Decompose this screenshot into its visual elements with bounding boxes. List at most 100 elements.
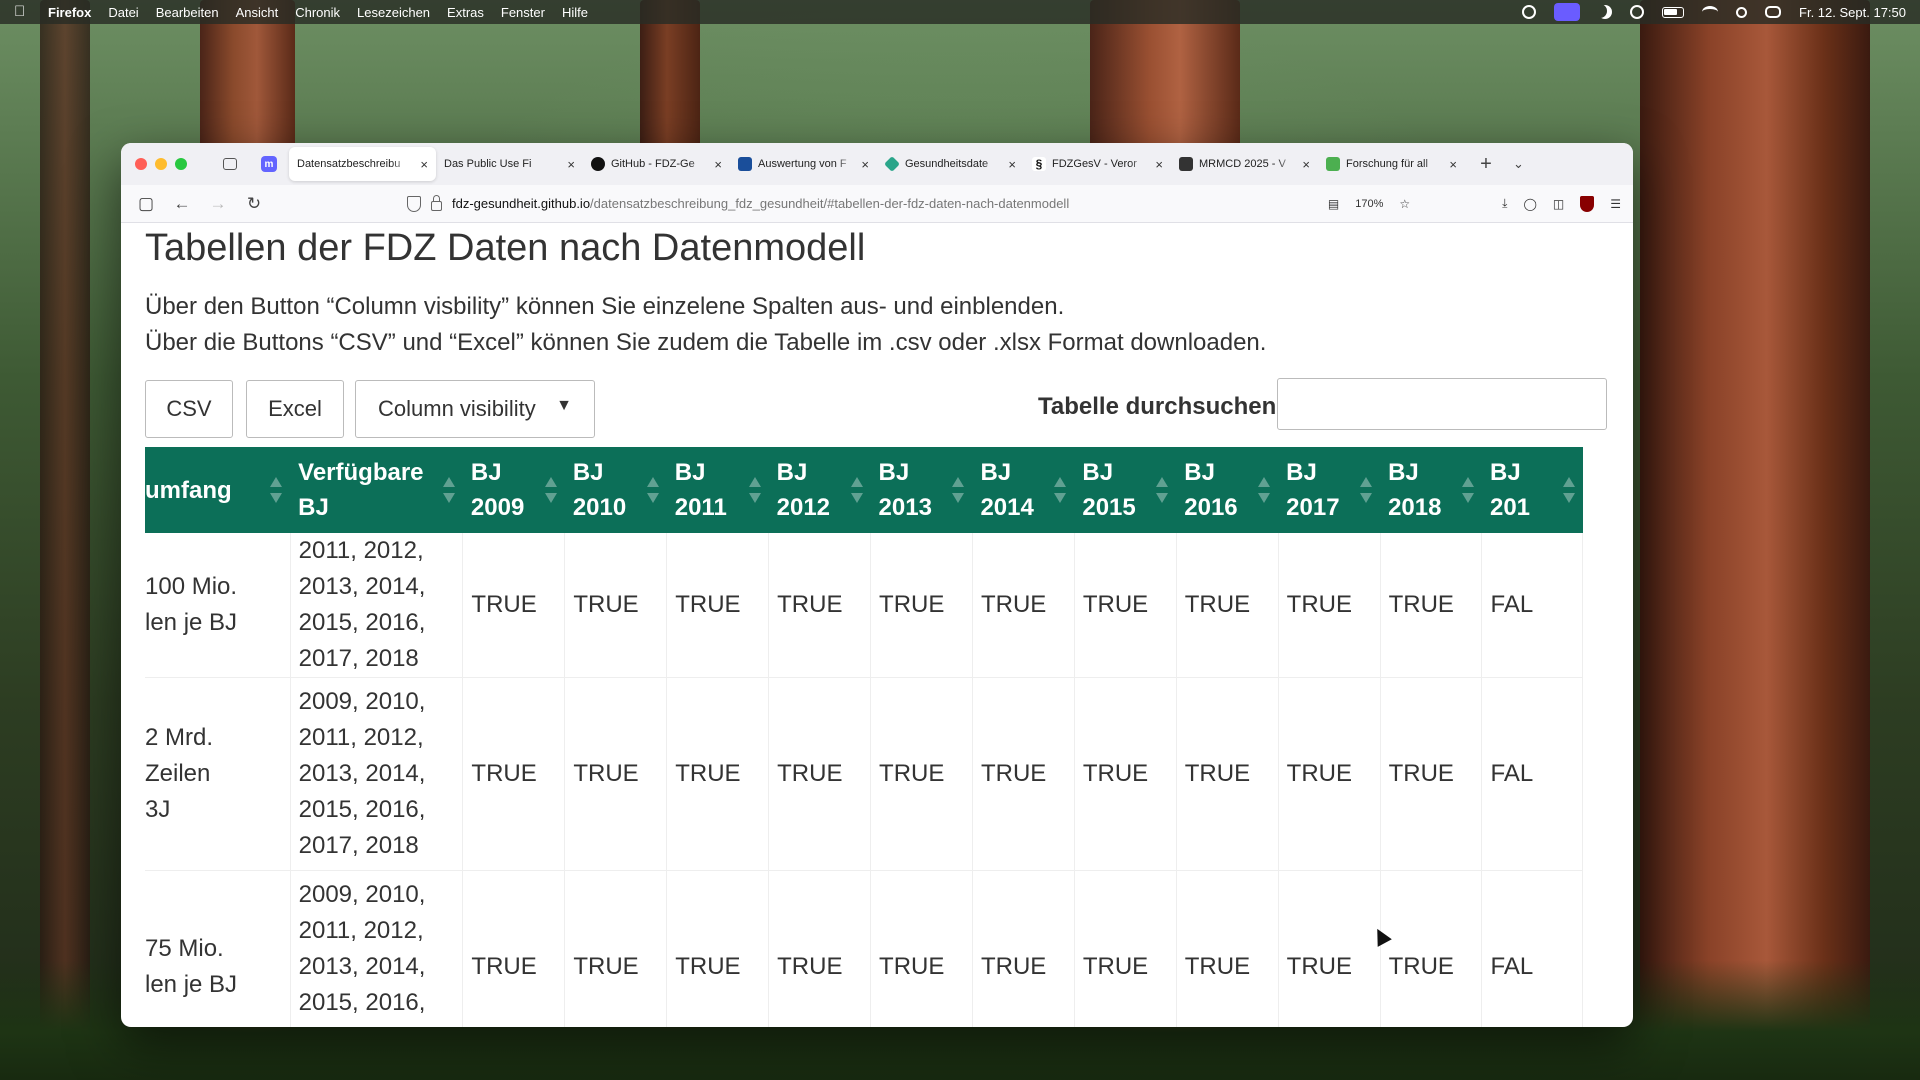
control-center-icon[interactable] <box>1765 6 1782 18</box>
sort-arrows-icon[interactable] <box>1156 477 1169 503</box>
sort-arrows-icon[interactable] <box>748 477 761 503</box>
downloads-icon[interactable]: ⤓ <box>1502 196 1508 210</box>
account-icon[interactable]: ◯ <box>1523 196 1537 211</box>
cell-year-flag: TRUE <box>768 533 872 678</box>
reader-view-icon[interactable]: ▤ <box>1327 196 1340 211</box>
tab-close-icon[interactable]: × <box>714 156 722 172</box>
column-header[interactable]: BJ 2013 <box>870 447 973 533</box>
ublock-origin-icon[interactable] <box>1580 195 1595 212</box>
menu-item-ansicht[interactable]: Ansicht <box>235 4 279 20</box>
sort-arrows-icon[interactable] <box>850 477 863 503</box>
apple-icon[interactable]:  <box>14 4 28 20</box>
minimize-window-button[interactable] <box>155 158 167 170</box>
battery-icon[interactable] <box>1662 6 1685 18</box>
tab-fdzgesv[interactable]: § FDZGesV - Veror × <box>1024 147 1171 181</box>
sort-arrows-icon[interactable] <box>952 477 965 503</box>
tab-datensatzbeschreibung[interactable]: Datensatzbeschreibu × <box>289 147 436 181</box>
back-button[interactable]: ← <box>173 193 191 213</box>
column-header[interactable]: BJ 2009 <box>462 447 565 533</box>
table-search-input[interactable] <box>1277 378 1607 430</box>
menu-item-hilfe[interactable]: Hilfe <box>561 4 588 20</box>
bookmark-star-icon[interactable]: ☆ <box>1399 196 1411 211</box>
column-header[interactable]: BJ 2016 <box>1176 447 1279 533</box>
column-header[interactable]: tenumfang <box>145 447 291 533</box>
reload-button[interactable]: ↻ <box>246 193 262 213</box>
tab-close-icon[interactable]: × <box>567 156 575 172</box>
menu-item-datei[interactable]: Datei <box>108 4 139 20</box>
menu-item-extras[interactable]: Extras <box>447 4 484 20</box>
app-menu-hamburger-icon[interactable]: ☰ <box>1610 196 1621 211</box>
url-bar[interactable]: fdz-gesundheit.github.io /datensatzbesch… <box>407 194 1167 212</box>
tab-github[interactable]: GitHub - FDZ-Ge × <box>583 147 730 181</box>
extensions-icon[interactable]: ◫ <box>1552 196 1565 211</box>
menu-item-chronik[interactable]: Chronik <box>295 4 341 20</box>
focus-moon-icon[interactable] <box>1598 5 1612 19</box>
table-row[interactable]: 75 Mio. len je BJ 2009, 2010, 2011, 2012,… <box>145 870 1583 1027</box>
zoom-level[interactable]: 170% <box>1355 197 1384 210</box>
menu-app-name[interactable]: Firefox <box>48 4 92 20</box>
tab-groups-icon[interactable] <box>223 158 237 170</box>
sort-arrows-icon[interactable] <box>1360 477 1373 503</box>
cell-year-flag: TRUE <box>768 870 872 1027</box>
new-tab-button[interactable]: + <box>1480 152 1492 175</box>
column-header[interactable]: BJ 2010 <box>564 447 667 533</box>
tab-public-use-file[interactable]: Das Public Use Fi × <box>436 147 583 181</box>
sort-arrows-icon[interactable] <box>442 477 455 503</box>
tab-close-icon[interactable]: × <box>1302 156 1310 172</box>
tab-gesundheitsdaten[interactable]: Gesundheitsdate × <box>877 147 1024 181</box>
tab-close-icon[interactable]: × <box>861 156 869 172</box>
sort-arrows-icon[interactable] <box>270 477 283 503</box>
cell-year-flag: TRUE <box>972 533 1075 678</box>
excel-button[interactable]: Excel <box>246 380 344 438</box>
close-window-button[interactable] <box>135 158 147 170</box>
menubar-clock[interactable]: Fr. 12. Sept. 17:50 <box>1799 4 1906 20</box>
column-header[interactable]: BJ 2011 <box>666 447 769 533</box>
column-header[interactable]: BJ 201 <box>1481 447 1583 533</box>
sort-arrows-icon[interactable] <box>1258 477 1271 503</box>
column-header-label: BJ 2014 <box>980 459 1034 521</box>
url-path: /datensatzbeschreibung_fdz_gesundheit/#t… <box>590 196 1070 211</box>
forward-button[interactable]: → <box>209 193 227 213</box>
macos-menubar:  Firefox Datei Bearbeiten Ansicht Chron… <box>0 0 1920 24</box>
csv-button[interactable]: CSV <box>145 380 233 438</box>
sort-arrows-icon[interactable] <box>646 477 659 503</box>
column-header[interactable]: BJ 2018 <box>1380 447 1482 533</box>
fullscreen-window-button[interactable] <box>175 158 187 170</box>
tab-close-icon[interactable]: × <box>1008 156 1016 172</box>
tab-close-icon[interactable]: × <box>420 156 428 172</box>
column-header[interactable]: Verfügbare BJ <box>290 447 463 533</box>
cell-year-flag: TRUE <box>1278 870 1381 1027</box>
table-row[interactable]: 100 Mio. len je BJ 2011, 2012, 2013, 2014… <box>145 533 1583 678</box>
sort-arrows-icon[interactable] <box>1562 477 1575 503</box>
menu-item-fenster[interactable]: Fenster <box>500 4 545 20</box>
tab-list-chevron-down-icon[interactable]: ⌄ <box>1513 156 1524 171</box>
tab-close-icon[interactable]: × <box>1449 156 1457 172</box>
column-header[interactable]: BJ 2017 <box>1278 447 1381 533</box>
tab-close-icon[interactable]: × <box>1155 156 1163 172</box>
table-row[interactable]: 2 Mrd. Zeilen 3J 2009, 2010, 2011, 2012, … <box>145 677 1583 871</box>
column-header-label: BJ 2011 <box>674 459 727 521</box>
mastodon-pinned-tab-icon[interactable]: m <box>261 156 277 172</box>
sidebar-toggle-icon[interactable]: ▢ <box>137 193 155 213</box>
time-machine-icon[interactable] <box>1630 5 1645 19</box>
cell-available-years: 2011, 2012, 2013, 2014, 2015, 2016, 2017… <box>290 533 464 678</box>
status-icon[interactable] <box>1522 5 1537 19</box>
sort-arrows-icon[interactable] <box>544 477 557 503</box>
tab-auswertung[interactable]: Auswertung von F × <box>730 147 877 181</box>
column-header[interactable]: BJ 2014 <box>972 447 1075 533</box>
lock-icon[interactable] <box>431 194 442 211</box>
sort-arrows-icon[interactable] <box>1461 477 1474 503</box>
data-table-wrapper[interactable]: tenumfang Verfügbare BJ BJ 2009 BJ 2010 BJ 2… <box>145 447 1607 1027</box>
wifi-icon[interactable] <box>1702 6 1719 18</box>
sort-arrows-icon[interactable] <box>1054 477 1067 503</box>
column-header[interactable]: BJ 2015 <box>1074 447 1177 533</box>
spotlight-search-icon[interactable] <box>1736 6 1748 18</box>
screen-share-icon[interactable] <box>1554 3 1581 21</box>
menu-item-bearbeiten[interactable]: Bearbeiten <box>155 4 219 20</box>
column-visibility-button[interactable]: Column visibility ▼ <box>355 380 595 438</box>
column-header[interactable]: BJ 2012 <box>768 447 871 533</box>
tab-forschung[interactable]: Forschung für all × <box>1318 147 1465 181</box>
menu-item-lesezeichen[interactable]: Lesezeichen <box>357 4 431 20</box>
tracking-protection-shield-icon[interactable] <box>407 195 421 212</box>
tab-mrmcd[interactable]: MRMCD 2025 - V × <box>1171 147 1318 181</box>
